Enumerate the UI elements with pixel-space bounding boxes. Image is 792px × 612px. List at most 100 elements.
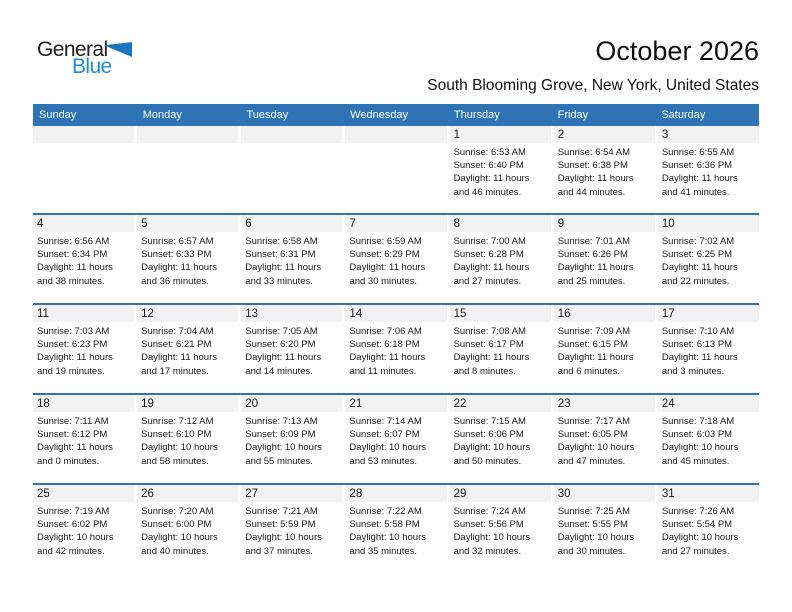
day-number: 14 <box>345 305 447 322</box>
sun-info: Sunrise: 7:13 AM Sunset: 6:09 PM Daylight:… <box>241 412 342 468</box>
sunrise-text: Sunrise: 7:15 AM <box>453 416 526 427</box>
sunrise-text: Sunrise: 7:04 AM <box>141 326 214 337</box>
daylight-text-line2: and 19 minutes. <box>37 365 105 377</box>
daylight-text-line1: Daylight: 10 hours <box>557 532 635 544</box>
daylight-text-line2: and 40 minutes. <box>141 545 209 557</box>
calendar-cell-day-8: 8 Sunrise: 7:00 AM Sunset: 6:28 PM Daylight… <box>449 215 551 303</box>
daylight-text-line1: Daylight: 10 hours <box>661 442 739 454</box>
sunset-text: Sunset: 6:38 PM <box>557 160 628 172</box>
daylight-text-line1: Daylight: 10 hours <box>349 442 426 454</box>
sunset-text: Sunset: 6:17 PM <box>453 339 524 351</box>
page-title: October 2026 <box>595 36 759 66</box>
day-number: 27 <box>241 485 343 502</box>
daylight-text-line1: Daylight: 11 hours <box>453 352 530 364</box>
daylight-text-line2: and 42 minutes. <box>37 545 105 557</box>
calendar-cell-empty <box>241 126 343 213</box>
daylight-text-line2: and 27 minutes. <box>661 545 730 557</box>
day-number: 26 <box>137 485 239 502</box>
daylight-text-line1: Daylight: 10 hours <box>245 532 322 544</box>
day-number: 15 <box>449 305 551 322</box>
weekday-header-wednesday: Wednesday <box>350 109 409 121</box>
sunrise-text: Sunrise: 6:57 AM <box>141 236 214 247</box>
daylight-text-line1: Daylight: 10 hours <box>661 532 739 544</box>
sunrise-text: Sunrise: 7:24 AM <box>453 506 526 517</box>
calendar-cell-day-30: 30 Sunrise: 7:25 AM Sunset: 5:55 PM Dayligh… <box>553 485 655 573</box>
calendar-cell-day-5: 5 Sunrise: 6:57 AM Sunset: 6:33 PM Daylight… <box>137 215 239 303</box>
day-number: 30 <box>553 485 655 502</box>
day-number: 13 <box>241 305 343 322</box>
daylight-text-line1: Daylight: 11 hours <box>557 352 634 364</box>
sunrise-text: Sunrise: 7:22 AM <box>349 506 422 517</box>
sunrise-text: Sunrise: 7:02 AM <box>661 236 735 247</box>
daylight-text-line2: and 44 minutes. <box>557 186 626 198</box>
daylight-text-line1: Daylight: 11 hours <box>557 262 634 274</box>
sun-info: Sunrise: 7:09 AM Sunset: 6:15 PM Daylight:… <box>554 322 655 378</box>
calendar-cell-day-6: 6 Sunrise: 6:58 AM Sunset: 6:31 PM Daylight… <box>241 215 343 303</box>
daylight-text-line2: and 53 minutes. <box>349 455 418 467</box>
day-number: 21 <box>345 395 447 412</box>
daylight-text-line2: and 17 minutes. <box>141 365 209 377</box>
sunrise-text: Sunrise: 7:21 AM <box>245 506 318 517</box>
sunset-text: Sunset: 5:55 PM <box>557 519 628 531</box>
daylight-text-line2: and 27 minutes. <box>453 275 522 287</box>
daylight-text-line2: and 50 minutes. <box>453 455 522 467</box>
weekday-header-tuesday: Tuesday <box>246 109 289 121</box>
daylight-text-line1: Daylight: 11 hours <box>37 262 113 274</box>
sun-info: Sunrise: 6:55 AM Sunset: 6:36 PM Daylight:… <box>658 143 759 199</box>
sunrise-text: Sunrise: 7:03 AM <box>37 326 110 337</box>
week-row-5: 25 Sunrise: 7:19 AM Sunset: 6:02 PM Dayligh… <box>33 483 759 573</box>
sunset-text: Sunset: 6:15 PM <box>557 339 628 351</box>
sunrise-text: Sunrise: 7:11 AM <box>37 416 109 427</box>
weekday-header-sunday: Sunday <box>39 109 77 121</box>
week-row-3: 11 Sunrise: 7:03 AM Sunset: 6:23 PM Dayligh… <box>33 303 759 393</box>
sunset-text: Sunset: 6:03 PM <box>661 429 733 441</box>
sunrise-text: Sunrise: 7:06 AM <box>349 326 422 337</box>
sunset-text: Sunset: 6:12 PM <box>37 429 108 441</box>
daylight-text-line2: and 35 minutes. <box>349 545 418 557</box>
daylight-text-line2: and 0 minutes. <box>37 455 100 467</box>
sun-info: Sunrise: 6:56 AM Sunset: 6:34 PM Daylight:… <box>33 232 134 288</box>
sunset-text: Sunset: 6:00 PM <box>141 519 212 531</box>
calendar-cell-day-17: 17 Sunrise: 7:10 AM Sunset: 6:13 PM Dayligh… <box>657 305 759 393</box>
sunrise-text: Sunrise: 7:25 AM <box>557 506 631 517</box>
daylight-text-line1: Daylight: 11 hours <box>349 352 426 364</box>
daylight-text-line2: and 55 minutes. <box>245 455 313 467</box>
sun-info: Sunrise: 6:53 AM Sunset: 6:40 PM Daylight:… <box>450 143 551 199</box>
logo-text-general: General <box>37 38 108 61</box>
sun-info: Sunrise: 7:15 AM Sunset: 6:06 PM Daylight:… <box>450 412 551 468</box>
day-number: 5 <box>137 215 239 232</box>
daylight-text-line2: and 37 minutes. <box>245 545 313 557</box>
day-number: 24 <box>657 395 759 412</box>
sunrise-text: Sunrise: 7:20 AM <box>141 506 214 517</box>
sunset-text: Sunset: 6:25 PM <box>661 249 733 261</box>
sunset-text: Sunset: 6:23 PM <box>37 339 108 351</box>
calendar-cell-day-7: 7 Sunrise: 6:59 AM Sunset: 6:29 PM Daylight… <box>345 215 447 303</box>
daylight-text-line2: and 30 minutes. <box>349 275 418 287</box>
sunrise-text: Sunrise: 7:13 AM <box>245 416 318 427</box>
sunset-text: Sunset: 6:26 PM <box>557 249 628 261</box>
day-number: 11 <box>33 305 135 322</box>
daylight-text-line2: and 32 minutes. <box>453 545 522 557</box>
sun-info: Sunrise: 7:14 AM Sunset: 6:07 PM Daylight:… <box>345 412 446 468</box>
sunset-text: Sunset: 6:33 PM <box>141 249 212 261</box>
sun-info: Sunrise: 7:08 AM Sunset: 6:17 PM Daylight:… <box>450 322 551 378</box>
sunrise-text: Sunrise: 6:58 AM <box>245 236 318 247</box>
calendar-cell-day-18: 18 Sunrise: 7:11 AM Sunset: 6:12 PM Dayligh… <box>33 395 135 483</box>
sunset-text: Sunset: 6:34 PM <box>37 249 108 261</box>
sunset-text: Sunset: 6:29 PM <box>349 249 420 261</box>
calendar-cell-day-15: 15 Sunrise: 7:08 AM Sunset: 6:17 PM Dayligh… <box>449 305 551 393</box>
day-number: 3 <box>657 126 759 143</box>
calendar-cell-day-26: 26 Sunrise: 7:20 AM Sunset: 6:00 PM Dayligh… <box>137 485 239 573</box>
sun-info: Sunrise: 7:22 AM Sunset: 5:58 PM Daylight:… <box>345 502 446 558</box>
daylight-text-line1: Daylight: 11 hours <box>453 173 530 185</box>
daylight-text-line2: and 45 minutes. <box>661 455 730 467</box>
daylight-text-line1: Daylight: 10 hours <box>453 442 531 454</box>
daylight-text-line2: and 41 minutes. <box>661 186 730 198</box>
day-number: 29 <box>449 485 551 502</box>
day-number <box>241 126 343 143</box>
sun-info: Sunrise: 6:54 AM Sunset: 6:38 PM Daylight:… <box>554 143 655 199</box>
daylight-text-line1: Daylight: 11 hours <box>453 262 530 274</box>
daylight-text-line1: Daylight: 10 hours <box>245 442 322 454</box>
day-number: 7 <box>345 215 447 232</box>
sunrise-text: Sunrise: 6:56 AM <box>37 236 110 247</box>
